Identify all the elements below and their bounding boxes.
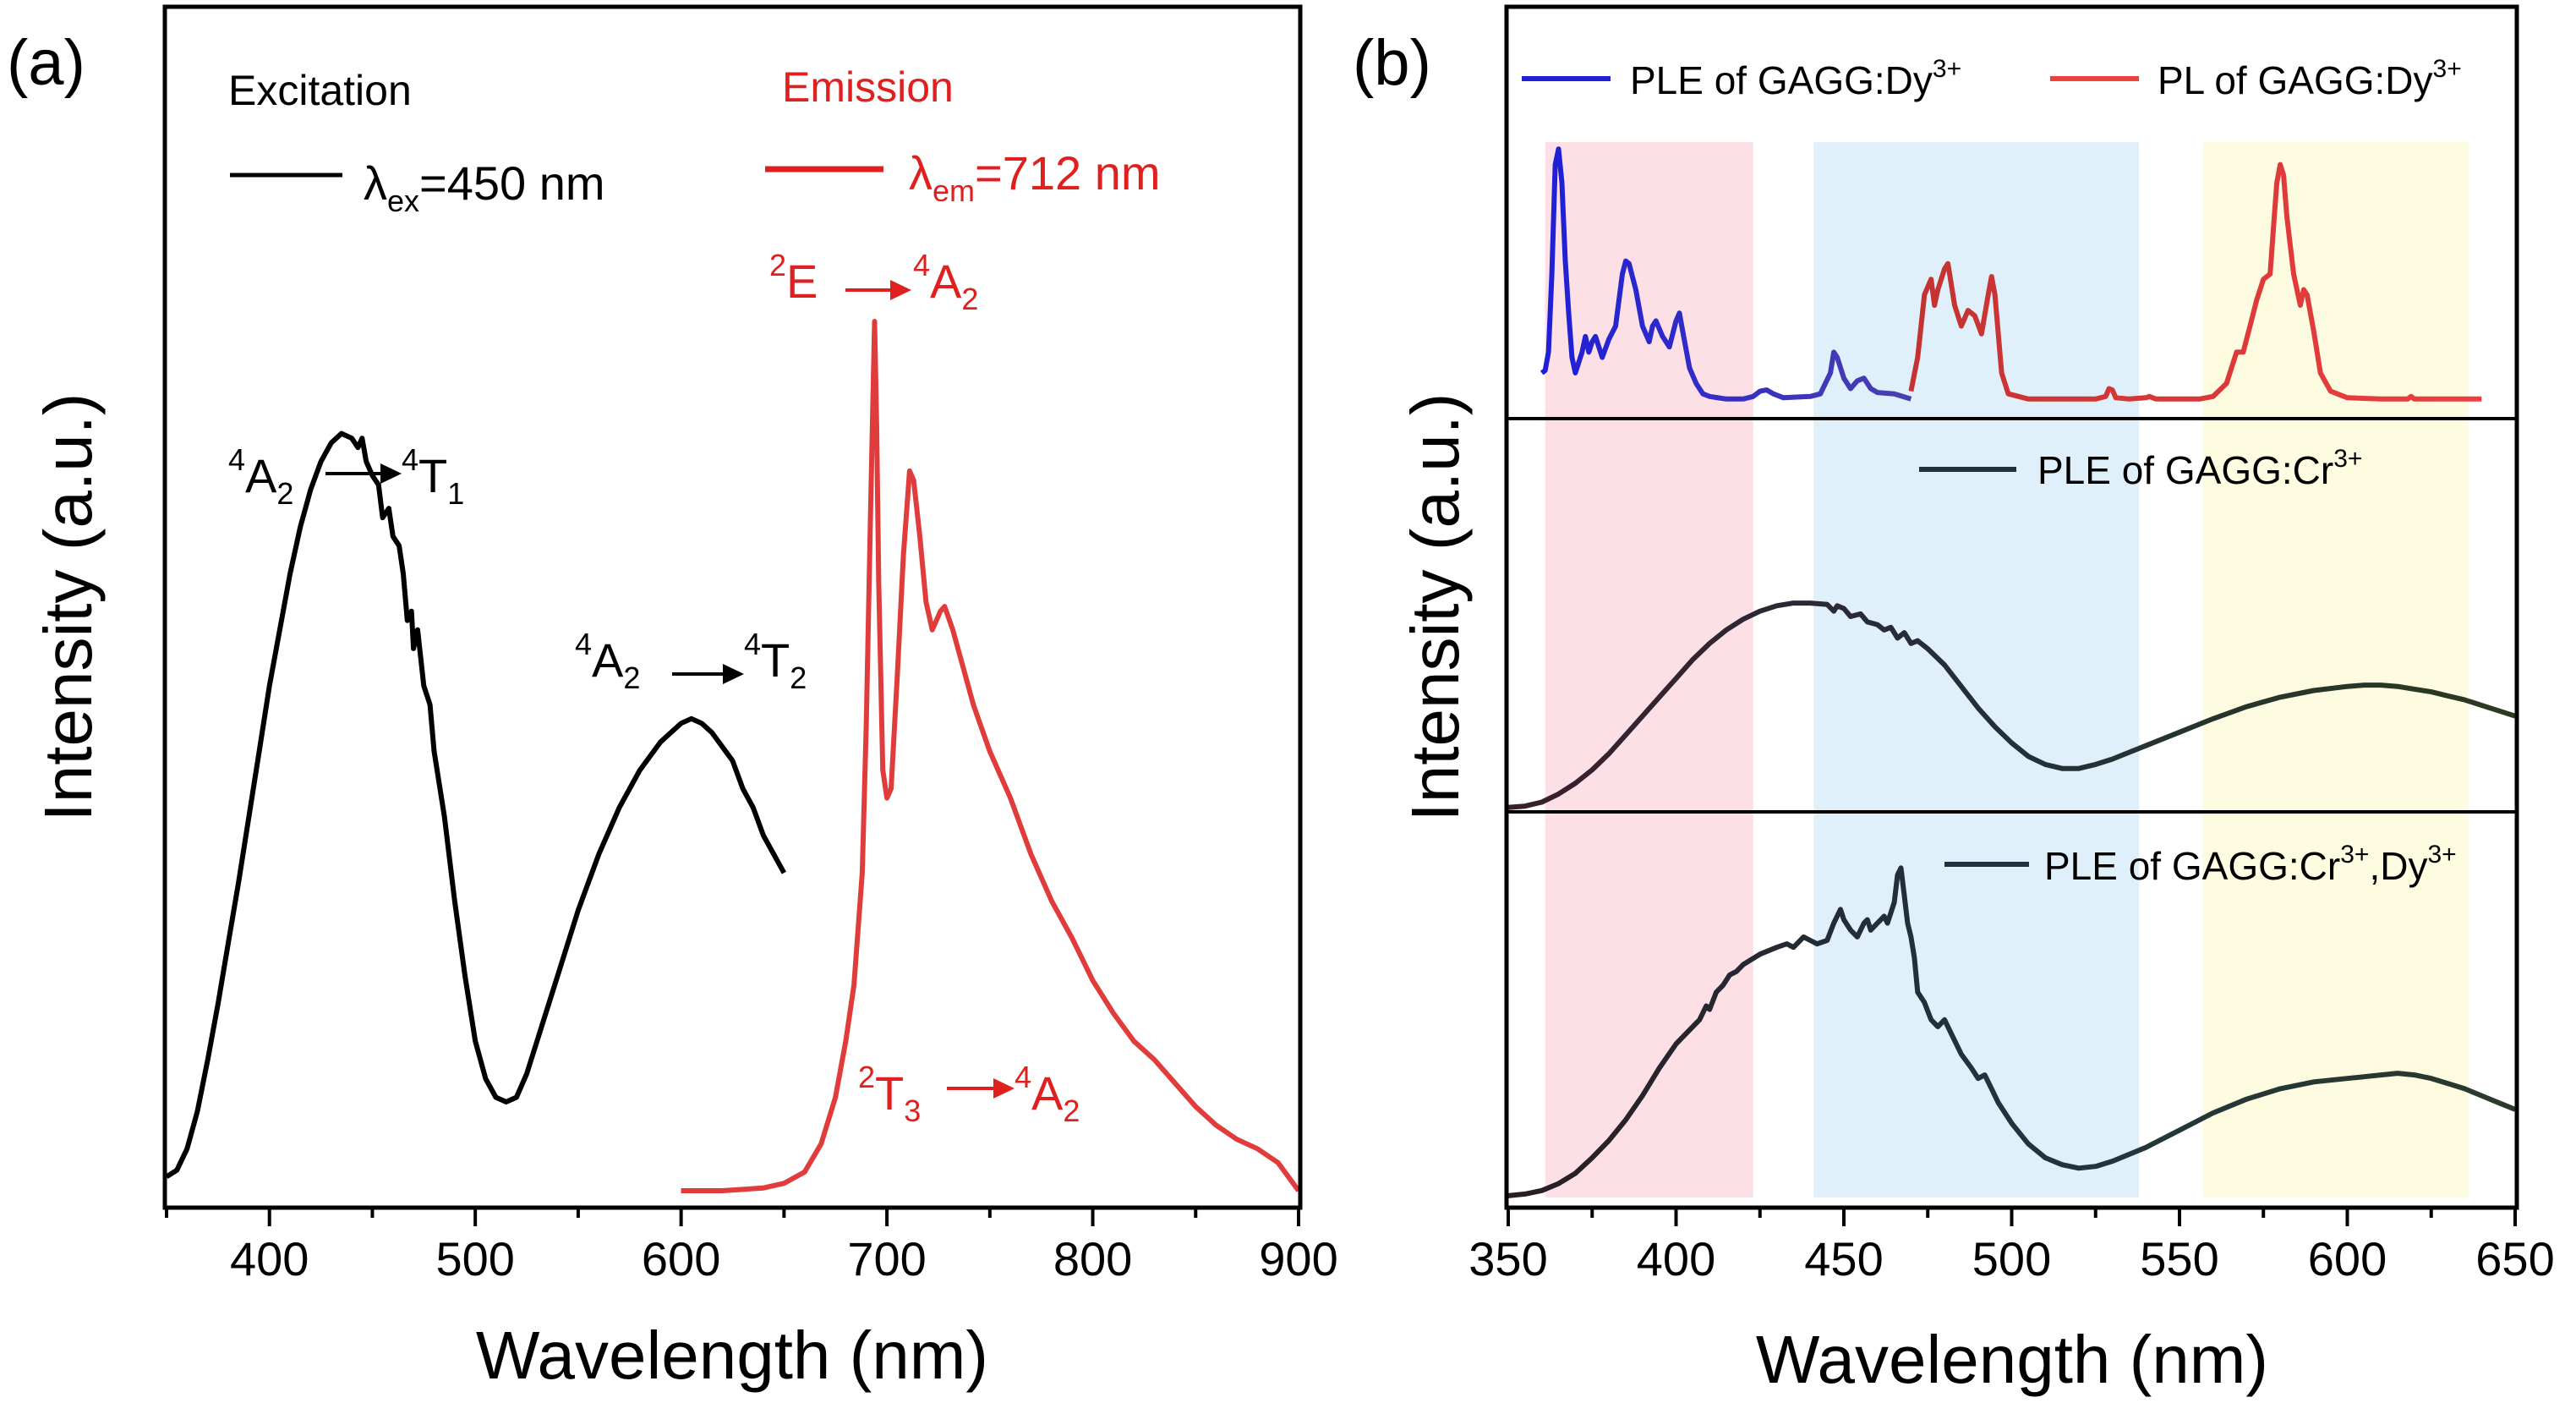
svg-text:4A2: 4A2 xyxy=(1015,1060,1080,1128)
legend-emission-title: Emission xyxy=(782,63,954,111)
panel-a-x-axis-title: Wavelength (nm) xyxy=(476,1318,988,1393)
x-tick-label: 550 xyxy=(2140,1232,2218,1285)
annotation-2t3-4a2: 2T3 4A2 xyxy=(858,1060,1080,1128)
shaded-region xyxy=(2202,142,2469,1197)
panel-a-x-ticks: 400 500 600 700 800 900 xyxy=(165,1208,1338,1285)
svg-text:4A2: 4A2 xyxy=(913,248,978,316)
excitation-series-line xyxy=(165,430,787,1179)
ple-cr-series-line xyxy=(1507,600,2516,810)
svg-text:2T3: 2T3 xyxy=(858,1060,921,1128)
emission-series-line xyxy=(681,319,1301,1193)
svg-text:PL of GAGG:Dy3+: PL of GAGG:Dy3+ xyxy=(2158,55,2462,102)
shaded-region xyxy=(1813,142,2140,1197)
panel-a-label: (a) xyxy=(7,27,85,99)
x-tick-label: 700 xyxy=(847,1232,926,1285)
x-tick-label: 600 xyxy=(642,1232,720,1285)
ple-dy-series-line xyxy=(1540,146,1912,402)
x-tick-label: 800 xyxy=(1053,1232,1132,1285)
x-tick-label: 400 xyxy=(1637,1232,1715,1285)
x-tick-label: 900 xyxy=(1259,1232,1337,1285)
legend-ple-dy: PLE of GAGG:Dy3+ xyxy=(1522,55,1961,102)
legend-ple-cr: PLE of GAGG:Cr3+ xyxy=(1919,445,2362,492)
svg-text:4A2: 4A2 xyxy=(575,627,640,695)
shaded-region xyxy=(1545,142,1753,1197)
legend-emission-label: λem=712 nm xyxy=(909,146,1161,208)
annotation-4a2-4t2: 4A2 4T2 xyxy=(575,627,807,695)
ple-cr-dy-series-line xyxy=(1507,865,2517,1198)
x-tick-label: 350 xyxy=(1468,1232,1547,1285)
svg-text:4T1: 4T1 xyxy=(402,442,464,511)
pl-dy-series-line xyxy=(1908,162,2482,402)
legend-pl-dy: PL of GAGG:Dy3+ xyxy=(2050,55,2462,102)
x-tick-label: 450 xyxy=(1804,1232,1883,1285)
panel-a-frame xyxy=(162,4,1303,1210)
panel-b: (b) 350 400 450 500 550 600 650 Wavelength (nm… xyxy=(1353,4,2555,1397)
panel-b-plot-area xyxy=(1507,146,2517,1198)
panel-b-y-axis-title: Intensity (a.u.) xyxy=(1397,393,1473,822)
svg-text:PLE of GAGG:Cr3+: PLE of GAGG:Cr3+ xyxy=(2037,445,2362,492)
panel-b-x-axis-title: Wavelength (nm) xyxy=(1756,1322,2268,1397)
svg-text:PLE of GAGG:Dy3+: PLE of GAGG:Dy3+ xyxy=(1630,55,1961,102)
x-tick-label: 650 xyxy=(2475,1232,2554,1285)
x-tick-label: 500 xyxy=(435,1232,514,1285)
panel-b-x-ticks: 350 400 450 500 550 600 650 xyxy=(1468,1208,2555,1285)
x-tick-label: 500 xyxy=(1972,1232,2051,1285)
svg-text:2E: 2E xyxy=(769,248,818,308)
svg-text:4A2: 4A2 xyxy=(228,442,293,511)
legend-excitation-label: λex=450 nm xyxy=(364,156,605,218)
panel-a-plot-area xyxy=(165,319,1301,1193)
panel-b-label: (b) xyxy=(1353,27,1431,99)
panel-a: (a) 400 500 600 700 800 900 Wavelength (nm) I… xyxy=(7,4,1338,1393)
svg-text:4T2: 4T2 xyxy=(744,627,807,695)
panel-b-shaded-regions xyxy=(1545,142,2469,1197)
legend-excitation-title: Excitation xyxy=(228,67,412,114)
legend-ple-cr-dy: PLE of GAGG:Cr3+,Dy3+ xyxy=(1944,841,2457,888)
x-tick-label: 400 xyxy=(230,1232,309,1285)
panel-a-y-axis-title: Intensity (a.u.) xyxy=(30,393,106,822)
x-tick-label: 600 xyxy=(2308,1232,2387,1285)
annotation-2e-4a2: 2E 4A2 xyxy=(769,248,978,316)
svg-text:PLE of GAGG:Cr3+,Dy3+: PLE of GAGG:Cr3+,Dy3+ xyxy=(2044,841,2457,888)
annotation-4a2-4t1: 4A2 4T1 xyxy=(228,442,464,511)
